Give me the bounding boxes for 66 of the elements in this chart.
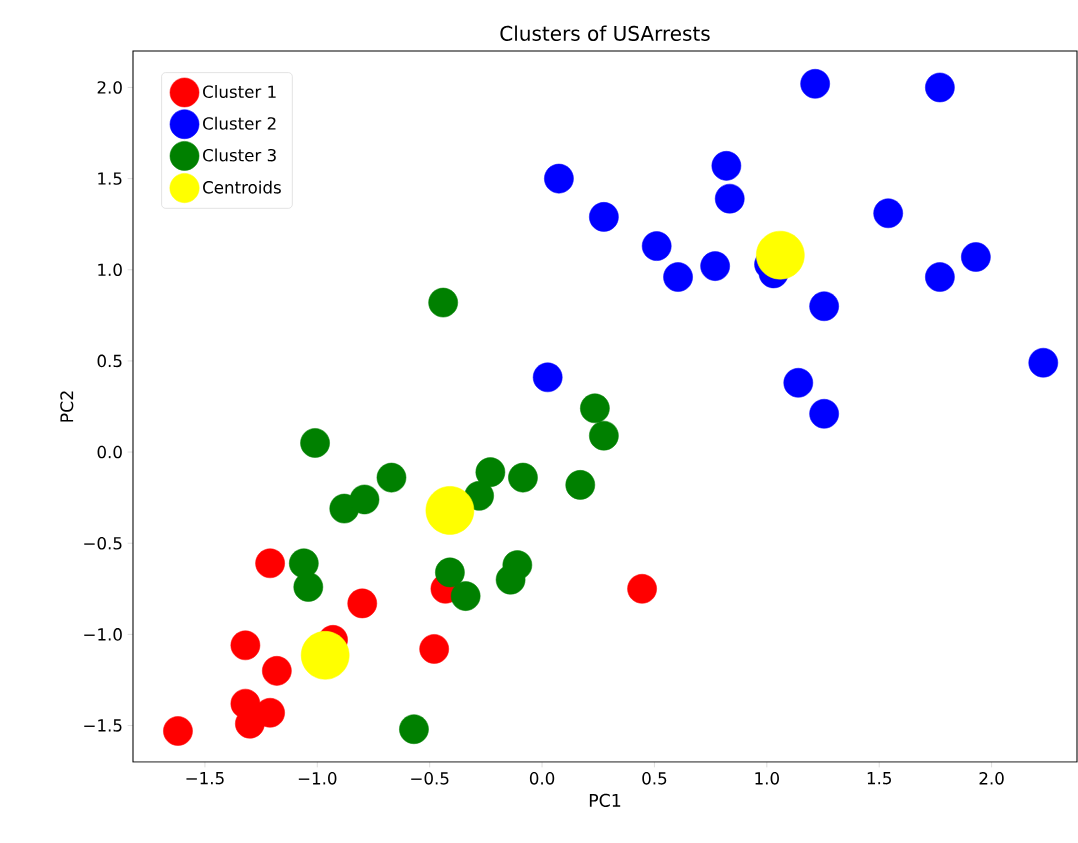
x-tick-label: −0.5 <box>411 772 449 785</box>
y-axis-title: PC2 <box>60 391 74 422</box>
point <box>262 656 292 686</box>
point <box>925 262 955 292</box>
point <box>435 557 465 588</box>
y-tick-label: 1.0 <box>98 263 122 277</box>
point <box>230 630 261 661</box>
point <box>589 420 619 451</box>
point <box>756 230 805 280</box>
chart-title: Clusters of USArrests <box>500 25 710 41</box>
y-tick-label: 2.0 <box>97 81 122 94</box>
point <box>475 457 506 487</box>
point <box>961 242 991 272</box>
point <box>399 714 429 744</box>
point <box>255 548 285 579</box>
y-tick-label: 0.0 <box>97 445 122 459</box>
x-tick-label: 1.0 <box>755 772 779 785</box>
x-tick-label: −1.0 <box>298 772 337 785</box>
point <box>289 548 319 579</box>
point <box>544 163 574 194</box>
x-tick-label: 0.0 <box>529 772 555 785</box>
point <box>419 634 449 664</box>
point <box>783 368 814 398</box>
point <box>809 398 839 429</box>
point <box>450 581 481 611</box>
point <box>300 631 350 680</box>
point <box>711 151 742 181</box>
point <box>627 574 657 604</box>
legend-label: Cluster 1 <box>203 85 276 99</box>
point <box>425 486 475 535</box>
point <box>376 462 407 493</box>
y-tick-label: 0.5 <box>97 354 122 368</box>
point <box>565 470 596 500</box>
x-tick-label: 2.0 <box>979 772 1004 785</box>
point <box>714 183 745 214</box>
point <box>347 588 378 619</box>
legend-label: Cluster 2 <box>203 116 276 130</box>
point <box>495 564 526 595</box>
point <box>255 697 285 728</box>
point <box>700 251 730 281</box>
x-axis-title: PC1 <box>589 793 621 807</box>
legend-label: Cluster 3 <box>203 148 276 162</box>
y-tick-label: −1.0 <box>84 628 122 641</box>
y-tick-label: −0.5 <box>84 536 122 550</box>
point <box>1028 347 1059 378</box>
point <box>508 462 538 493</box>
point <box>873 198 904 229</box>
point <box>532 362 563 393</box>
point <box>641 231 672 261</box>
point <box>300 428 330 458</box>
x-tick-label: 0.5 <box>642 772 667 785</box>
point <box>925 72 955 103</box>
x-tick-label: −1.5 <box>186 772 224 785</box>
point <box>163 716 193 746</box>
legend-label: Centroids <box>203 180 281 194</box>
point <box>293 572 324 602</box>
point <box>800 69 830 99</box>
point <box>589 202 619 232</box>
point <box>580 393 610 424</box>
point <box>428 287 458 318</box>
x-tick-label: 1.5 <box>867 772 891 785</box>
y-tick-label: −1.5 <box>84 719 122 732</box>
point <box>809 291 839 322</box>
y-tick-label: 1.5 <box>98 172 122 185</box>
point <box>349 484 380 515</box>
point <box>663 262 693 292</box>
